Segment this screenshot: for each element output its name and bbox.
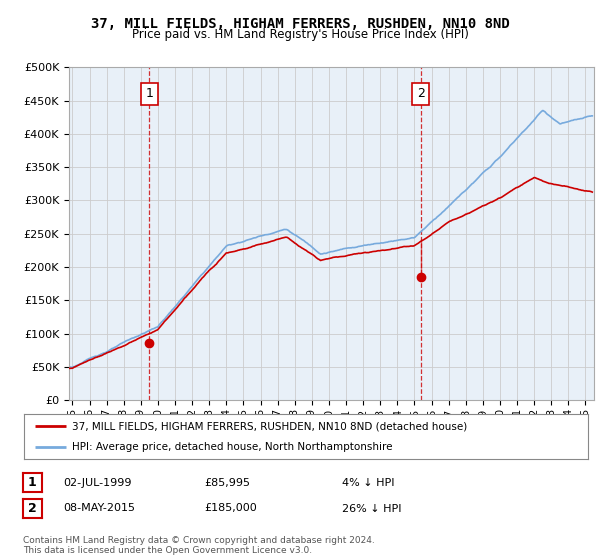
- Text: £85,995: £85,995: [204, 478, 250, 488]
- Text: 4% ↓ HPI: 4% ↓ HPI: [342, 478, 395, 488]
- Text: £185,000: £185,000: [204, 503, 257, 514]
- Text: 37, MILL FIELDS, HIGHAM FERRERS, RUSHDEN, NN10 8ND (detached house): 37, MILL FIELDS, HIGHAM FERRERS, RUSHDEN…: [72, 422, 467, 432]
- Text: Price paid vs. HM Land Registry's House Price Index (HPI): Price paid vs. HM Land Registry's House …: [131, 28, 469, 41]
- Text: 02-JUL-1999: 02-JUL-1999: [63, 478, 131, 488]
- Text: HPI: Average price, detached house, North Northamptonshire: HPI: Average price, detached house, Nort…: [72, 442, 392, 452]
- Text: 2: 2: [28, 502, 37, 515]
- Text: 1: 1: [145, 87, 154, 100]
- Text: 37, MILL FIELDS, HIGHAM FERRERS, RUSHDEN, NN10 8ND: 37, MILL FIELDS, HIGHAM FERRERS, RUSHDEN…: [91, 17, 509, 31]
- Text: 26% ↓ HPI: 26% ↓ HPI: [342, 503, 401, 514]
- Text: This data is licensed under the Open Government Licence v3.0.: This data is licensed under the Open Gov…: [23, 547, 312, 556]
- Text: 1: 1: [28, 476, 37, 489]
- Text: 08-MAY-2015: 08-MAY-2015: [63, 503, 135, 514]
- Text: Contains HM Land Registry data © Crown copyright and database right 2024.: Contains HM Land Registry data © Crown c…: [23, 536, 374, 545]
- Text: 2: 2: [416, 87, 425, 100]
